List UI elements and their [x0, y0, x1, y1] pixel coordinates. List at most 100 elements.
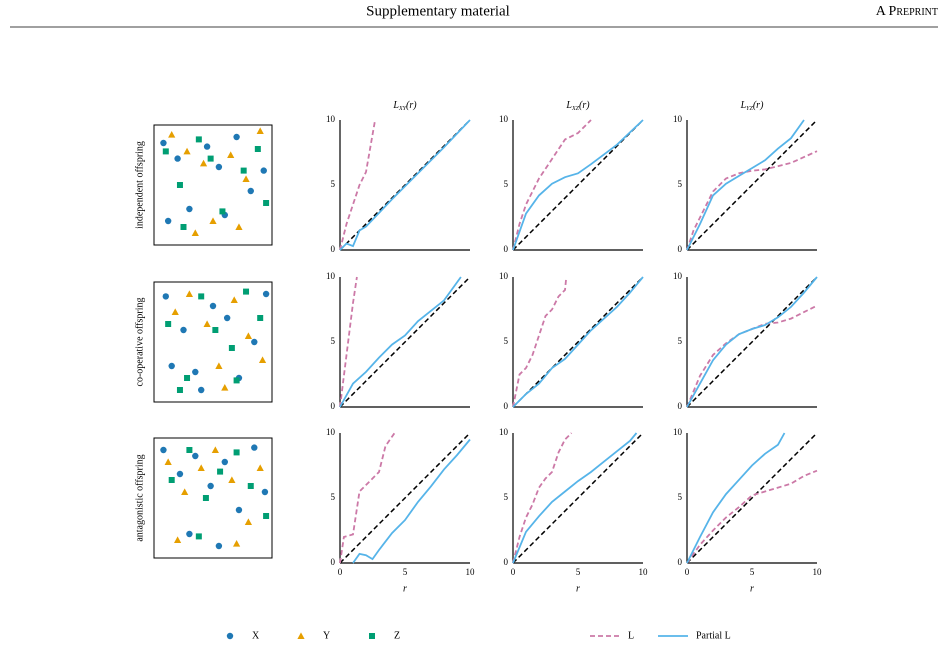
series-line: [686, 469, 818, 564]
point: [226, 632, 234, 640]
point: [256, 464, 264, 471]
point: [215, 362, 223, 369]
y-tick-label: 0: [678, 401, 683, 411]
x-tick-label: 10: [639, 567, 649, 577]
point: [176, 470, 184, 478]
series-line: [339, 276, 358, 408]
series-line: [512, 432, 638, 564]
point: [160, 139, 167, 147]
y-tick-label: 5: [678, 336, 683, 346]
point: [186, 205, 193, 213]
point: [168, 362, 175, 370]
point: [186, 530, 193, 538]
x-tick-label: 5: [576, 567, 581, 577]
y-tick-label: 5: [504, 336, 509, 346]
legend-label: Y: [323, 630, 330, 641]
point: [369, 633, 375, 639]
point: [209, 302, 217, 310]
point: [215, 542, 223, 550]
header-right: A Preprint: [876, 4, 938, 19]
series-line: [686, 276, 818, 408]
row-label: co-operative offspring: [134, 298, 145, 387]
series-line: [352, 438, 471, 564]
point: [227, 151, 235, 158]
series-line: [512, 119, 644, 251]
point: [192, 452, 199, 460]
row-label: antagonistic offspring: [134, 454, 145, 541]
point: [242, 175, 250, 182]
point: [257, 315, 264, 321]
title-part: L: [565, 100, 572, 111]
y-tick-label: 10: [499, 271, 509, 281]
series-line: [686, 432, 786, 564]
point: [183, 147, 191, 155]
x-tick-label: 0: [511, 567, 516, 577]
y-tick-label: 10: [326, 271, 336, 281]
series-line: [686, 304, 818, 408]
point: [171, 308, 179, 315]
point: [235, 223, 243, 230]
series-line: [512, 276, 568, 408]
chart-title: LXZ(r): [565, 100, 590, 112]
point: [165, 321, 172, 327]
point: [221, 458, 228, 466]
point: [207, 155, 214, 162]
y-tick-label: 0: [504, 401, 509, 411]
series-line: [512, 432, 644, 564]
x-tick-label: 0: [338, 567, 343, 577]
panel-frame: [153, 124, 273, 246]
legend-label: X: [252, 630, 260, 641]
point: [233, 540, 241, 547]
point: [180, 224, 187, 230]
point: [180, 326, 187, 334]
y-tick-label: 5: [331, 492, 336, 502]
y-tick-label: 0: [331, 557, 336, 567]
y-tick-label: 10: [326, 114, 336, 124]
y-tick-label: 10: [326, 427, 336, 437]
x-tick-label: 5: [750, 567, 755, 577]
y-tick-label: 0: [678, 557, 683, 567]
y-tick-label: 0: [678, 244, 683, 254]
series-line: [339, 276, 462, 408]
point: [254, 146, 261, 152]
point: [174, 536, 182, 543]
point: [174, 155, 181, 162]
y-tick-label: 5: [331, 179, 336, 189]
point: [219, 208, 226, 215]
legend-label: L: [628, 630, 634, 641]
x-axis-label: r: [750, 583, 754, 594]
y-tick-label: 10: [673, 427, 683, 437]
point: [176, 182, 183, 188]
chart-title: LYZ(r): [740, 100, 764, 112]
y-tick-label: 0: [504, 557, 509, 567]
point: [256, 127, 264, 134]
series-line: [686, 276, 818, 408]
series-line: [512, 276, 644, 408]
point: [260, 167, 267, 174]
point: [243, 288, 250, 295]
x-tick-label: 0: [685, 567, 690, 577]
point: [164, 217, 172, 225]
y-tick-label: 0: [331, 244, 336, 254]
legend-label: Partial L: [696, 630, 731, 641]
point: [203, 320, 211, 327]
row-label: independent offspring: [134, 141, 145, 229]
point: [215, 163, 223, 171]
point: [221, 384, 229, 391]
point: [233, 133, 240, 141]
series-line: [686, 150, 818, 251]
panel-frame: [153, 281, 273, 403]
title-part: L: [740, 100, 747, 111]
point: [247, 483, 254, 489]
series-line: [339, 119, 376, 251]
title-part: L: [392, 100, 399, 111]
point: [247, 187, 254, 195]
series-line: [512, 432, 573, 564]
legend-label: Z: [394, 630, 400, 641]
point: [251, 444, 258, 451]
point: [209, 217, 217, 224]
y-tick-label: 5: [678, 492, 683, 502]
series-line: [339, 432, 396, 564]
point: [263, 513, 270, 519]
